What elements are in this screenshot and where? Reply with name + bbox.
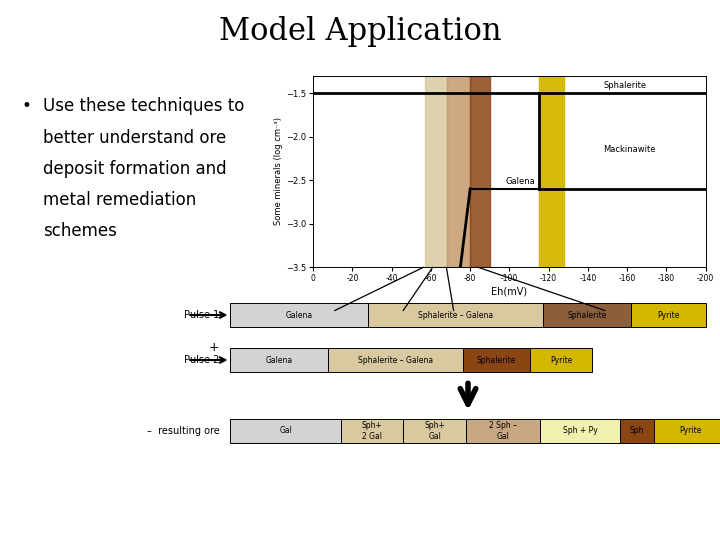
X-axis label: Eh(mV): Eh(mV): [491, 286, 528, 296]
Text: Pulse 2: Pulse 2: [184, 355, 220, 365]
Text: Sphalerite – Galena: Sphalerite – Galena: [358, 355, 433, 364]
Bar: [230, 303, 368, 327]
Text: Sph + Py: Sph + Py: [562, 427, 598, 435]
Bar: [531, 348, 592, 372]
Bar: [539, 418, 621, 443]
Bar: [403, 418, 466, 443]
Bar: [341, 418, 403, 443]
Text: Sphalerite: Sphalerite: [603, 82, 647, 90]
Text: deposit formation and: deposit formation and: [43, 160, 227, 178]
Text: –  resulting ore: – resulting ore: [147, 426, 220, 436]
Text: 2 Sph –
Gal: 2 Sph – Gal: [489, 421, 517, 441]
Text: Pyrite: Pyrite: [657, 310, 679, 320]
Bar: [368, 303, 543, 327]
Text: Pulse 1: Pulse 1: [184, 310, 220, 320]
Bar: [654, 418, 720, 443]
Text: Galena: Galena: [505, 178, 535, 186]
Text: Sphalerite – Galena: Sphalerite – Galena: [418, 310, 493, 320]
Text: Sph+
2 Gal: Sph+ 2 Gal: [361, 421, 382, 441]
Bar: [230, 418, 341, 443]
Bar: [539, 76, 564, 267]
Bar: [230, 348, 328, 372]
Bar: [631, 303, 706, 327]
Bar: [425, 76, 446, 267]
Text: +: +: [209, 341, 220, 354]
Bar: [328, 348, 463, 372]
Text: Galena: Galena: [266, 355, 293, 364]
Text: •: •: [22, 97, 32, 115]
Text: Gal: Gal: [279, 427, 292, 435]
Text: Sphalerite: Sphalerite: [477, 355, 516, 364]
Bar: [621, 418, 654, 443]
Bar: [466, 418, 539, 443]
Text: Sph+
Gal: Sph+ Gal: [424, 421, 445, 441]
Bar: [543, 303, 631, 327]
Text: better understand ore: better understand ore: [43, 129, 227, 146]
Text: metal remediation: metal remediation: [43, 191, 197, 209]
Text: Use these techniques to: Use these techniques to: [43, 97, 245, 115]
Text: Galena: Galena: [286, 310, 312, 320]
Text: Sph: Sph: [630, 427, 644, 435]
Bar: [470, 76, 490, 267]
Bar: [446, 76, 470, 267]
Text: Pyrite: Pyrite: [679, 427, 701, 435]
Y-axis label: Some minerals (log cm⁻³): Some minerals (log cm⁻³): [274, 118, 283, 226]
Text: Sphalerite: Sphalerite: [567, 310, 606, 320]
Text: Model Application: Model Application: [219, 16, 501, 47]
Text: Pyrite: Pyrite: [550, 355, 572, 364]
Bar: [463, 348, 531, 372]
Text: Mackinawite: Mackinawite: [603, 145, 656, 154]
Text: schemes: schemes: [43, 222, 117, 240]
